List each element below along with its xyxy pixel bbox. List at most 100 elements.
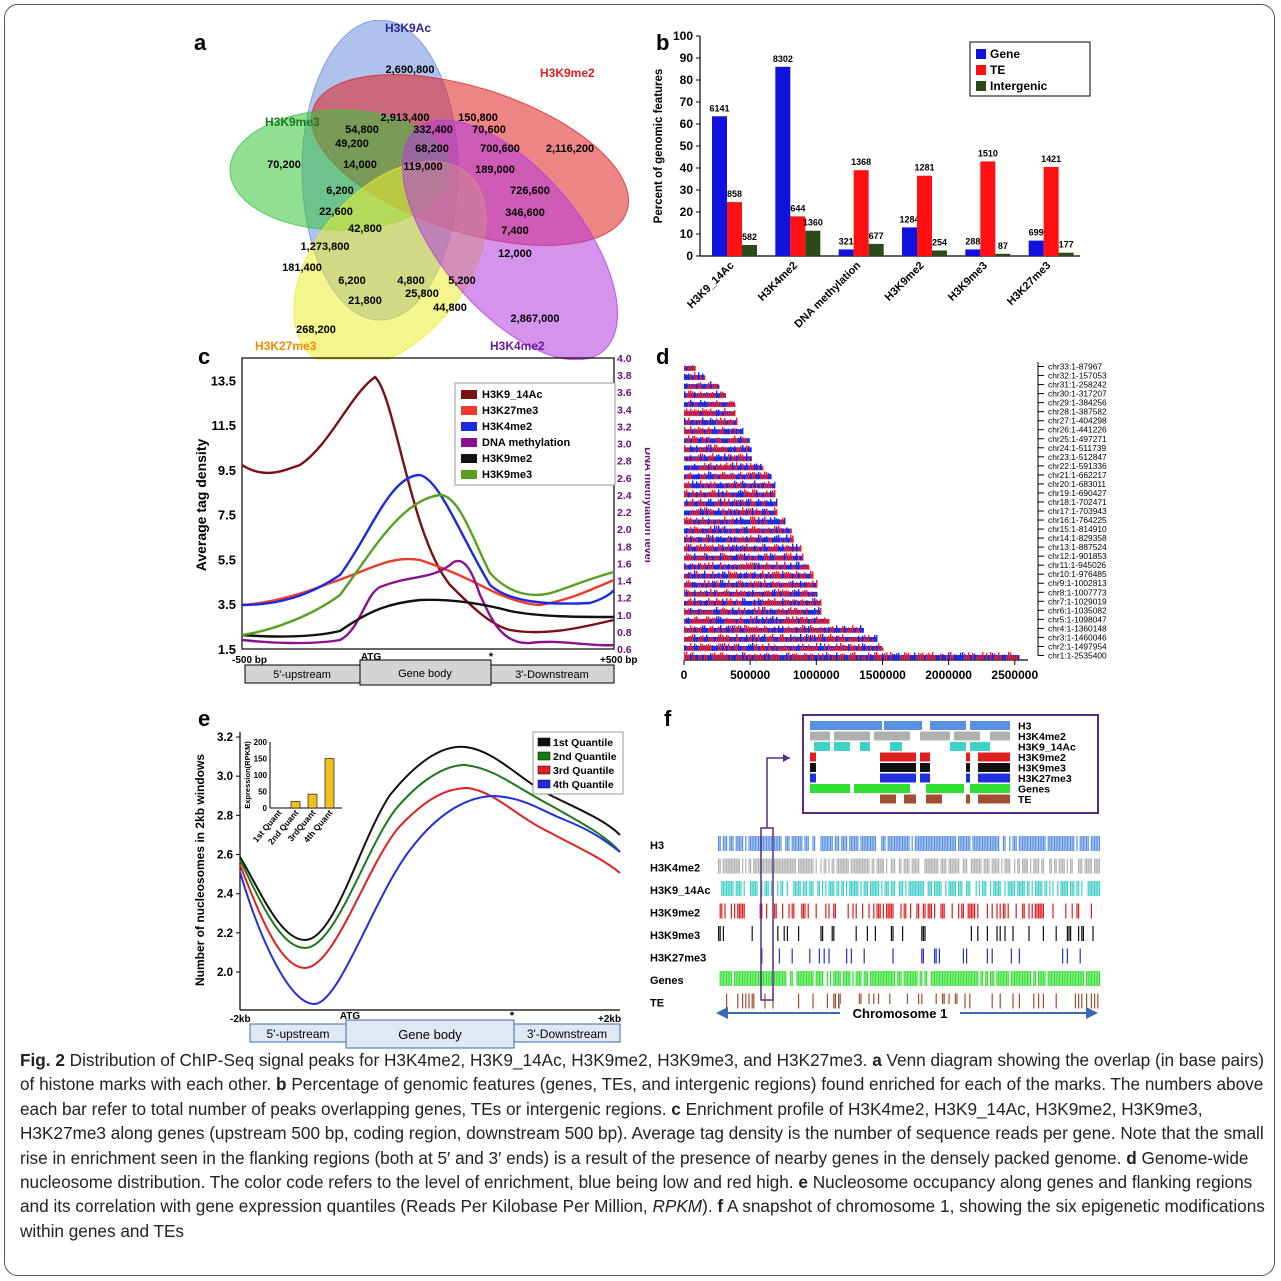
track-bin (750, 644, 752, 651)
track-feature (881, 858, 883, 874)
track-feature (974, 903, 976, 919)
track-feature (798, 881, 800, 896)
track-bin (816, 599, 818, 606)
track-bin (1008, 651, 1010, 660)
track-feature (1071, 881, 1073, 896)
track-bin (736, 581, 738, 588)
track-bin (840, 637, 842, 642)
track-bin (714, 383, 716, 390)
track-feature (902, 881, 904, 896)
track-feature (849, 836, 851, 851)
venn-region-value: 14,000 (343, 159, 377, 171)
track-bin (740, 499, 742, 507)
track-bin (802, 599, 804, 606)
track-feature (730, 836, 732, 851)
track-bin (734, 475, 736, 480)
track-bin (730, 401, 732, 408)
track-feature (958, 858, 960, 874)
track-feature (850, 948, 852, 964)
track-bin (774, 516, 776, 525)
track-feature (988, 836, 990, 851)
track-feature (966, 836, 968, 851)
track-bin (780, 634, 782, 642)
zoom-feature (890, 742, 902, 751)
track-bin (776, 518, 778, 525)
track-bin (796, 616, 798, 624)
track-bin (794, 599, 796, 606)
track-bin (736, 517, 738, 525)
track-bin (700, 537, 702, 543)
track-feature (788, 836, 790, 851)
track-feature (1014, 971, 1016, 986)
track-bin (714, 525, 716, 534)
track-bin (786, 627, 788, 633)
track-feature (1022, 971, 1024, 986)
track-feature (1039, 836, 1041, 851)
track-bin (766, 616, 768, 624)
track-bin (774, 489, 776, 498)
bar-data-label: 699 (1029, 228, 1044, 238)
track-feature (836, 881, 838, 896)
track-feature (751, 971, 753, 986)
track-feature (1055, 926, 1057, 941)
track-bin (744, 565, 746, 570)
track-feature (823, 836, 825, 851)
track-bin (726, 584, 728, 588)
series-line-dna-methylation (241, 559, 615, 647)
track-bin (738, 539, 740, 543)
track-feature (1086, 836, 1088, 851)
track-bin (730, 572, 732, 579)
track-bin (694, 582, 696, 588)
track-feature (951, 858, 953, 874)
track-feature (721, 971, 723, 986)
venn-region-value: 332,400 (413, 124, 453, 136)
track-bin (742, 507, 744, 516)
track-feature (942, 903, 944, 919)
track-feature (767, 836, 769, 851)
track-bin (990, 652, 992, 660)
track-feature (903, 903, 905, 919)
track-feature (985, 971, 987, 986)
track-feature (902, 926, 904, 941)
track-feature (1042, 836, 1044, 851)
track-bin (752, 501, 754, 507)
track-feature (905, 858, 907, 874)
series-line-h3k9me3 (241, 493, 615, 637)
bar-data-label: 644 (790, 203, 805, 213)
bar-intergenic (1058, 252, 1074, 256)
track-feature (990, 971, 992, 986)
track-feature (788, 903, 790, 919)
track-bin (792, 565, 794, 570)
track-bin (810, 601, 812, 606)
track-feature (937, 881, 939, 896)
track-bin (718, 572, 720, 579)
track-feature (954, 858, 956, 874)
track-bin (864, 656, 866, 660)
bar-intergenic (932, 250, 947, 256)
track-feature (1023, 836, 1025, 851)
track-bin (792, 599, 794, 606)
track-feature (727, 881, 729, 896)
track-bin (772, 484, 774, 489)
track-bin (854, 627, 856, 633)
track-bin (686, 448, 688, 453)
track-bin (802, 553, 804, 561)
track-bin (698, 421, 700, 426)
x-label-left: -500 bp (232, 655, 267, 666)
track-bin (706, 457, 708, 462)
track-bin (788, 528, 790, 534)
track-feature (1071, 858, 1073, 874)
track-feature (862, 903, 864, 919)
track-feature (863, 971, 865, 986)
track-feature (873, 881, 875, 896)
track-bin (738, 625, 740, 633)
track-bin (720, 456, 722, 462)
track-feature (970, 903, 972, 919)
track-bin (758, 472, 760, 480)
track-bin (740, 553, 742, 561)
x-label-atg: ATG (361, 652, 382, 663)
track-bin (816, 611, 818, 615)
track-bin (754, 644, 756, 651)
track-bin (782, 626, 784, 633)
track-bin (746, 439, 748, 444)
